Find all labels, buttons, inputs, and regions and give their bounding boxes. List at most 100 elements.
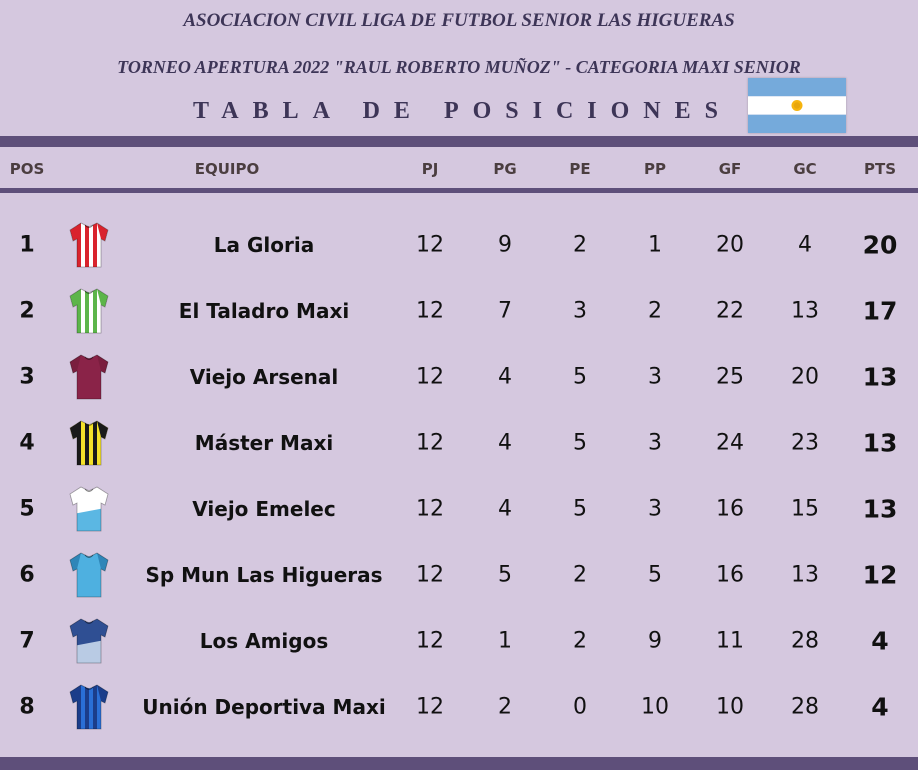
- cell-pos: 7: [19, 628, 35, 654]
- cell-pts: 13: [862, 494, 898, 524]
- cell-pj: 12: [416, 562, 444, 588]
- table-row: 8 Unión Deportiva Maxi 12 2 0 10 10 28 4: [0, 674, 918, 740]
- header-divider: [0, 188, 918, 193]
- cell-gc: 15: [791, 496, 819, 522]
- cell-gf: 10: [716, 694, 744, 720]
- cell-pp: 5: [648, 562, 662, 588]
- team-name: Los Amigos: [199, 629, 329, 653]
- blue-navy-striped-jersey-icon: [69, 684, 109, 730]
- cell-gc: 28: [791, 694, 819, 720]
- red-white-striped-jersey-icon: [69, 222, 109, 268]
- col-pj: PJ: [421, 160, 439, 178]
- cell-pos: 6: [19, 562, 35, 588]
- col-pts: PTS: [863, 160, 897, 178]
- table-row: 3 Viejo Arsenal 12 4 5 3 25 20 13: [0, 344, 918, 410]
- cell-pg: 5: [498, 562, 512, 588]
- cell-gc: 20: [791, 364, 819, 390]
- cell-pts: 12: [862, 560, 898, 590]
- association-title: ASOCIACION CIVIL LIGA DE FUTBOL SENIOR L…: [183, 10, 735, 31]
- cell-pos: 8: [19, 694, 35, 720]
- cell-pp: 2: [648, 298, 662, 324]
- cell-gc: 4: [798, 232, 812, 258]
- cell-pj: 12: [416, 496, 444, 522]
- cell-pp: 10: [641, 694, 669, 720]
- cell-gf: 22: [716, 298, 744, 324]
- cell-pj: 12: [416, 298, 444, 324]
- cell-pj: 12: [416, 694, 444, 720]
- cell-pg: 7: [498, 298, 512, 324]
- cell-pp: 3: [648, 364, 662, 390]
- team-name: La Gloria: [213, 233, 315, 257]
- cell-pp: 3: [648, 430, 662, 456]
- cell-pe: 2: [573, 628, 587, 654]
- cell-pe: 2: [573, 232, 587, 258]
- col-team: EQUIPO: [194, 160, 260, 178]
- team-name: Sp Mun Las Higueras: [145, 563, 383, 587]
- tournament-prefix: TORNEO APERTURA 2022: [117, 57, 334, 77]
- top-divider: [0, 136, 918, 147]
- cell-pe: 3: [573, 298, 587, 324]
- cell-gf: 24: [716, 430, 744, 456]
- cell-pp: 1: [648, 232, 662, 258]
- cell-pg: 2: [498, 694, 512, 720]
- col-pe: PE: [569, 160, 591, 178]
- table-row: 6 Sp Mun Las Higueras 12 5 2 5 16 13 12: [0, 542, 918, 608]
- table-row: 7 Los Amigos 12 1 2 9 11 28 4: [0, 608, 918, 674]
- cell-pj: 12: [416, 430, 444, 456]
- cell-pts: 4: [871, 626, 889, 656]
- col-pos: POS: [9, 160, 45, 178]
- cell-gf: 25: [716, 364, 744, 390]
- table-row: 4 Máster Maxi 12 4 5 3 24 23 13: [0, 410, 918, 476]
- cell-gf: 20: [716, 232, 744, 258]
- cell-pg: 4: [498, 496, 512, 522]
- table-row: 5 Viejo Emelec 12 4 5 3 16 15 13: [0, 476, 918, 542]
- table-row: 2 El Taladro Maxi 12 7 3 2 22 13 17: [0, 278, 918, 344]
- cell-gf: 16: [716, 562, 744, 588]
- team-name: Unión Deportiva Maxi: [142, 695, 386, 719]
- col-gc: GC: [793, 160, 817, 178]
- cell-pj: 12: [416, 232, 444, 258]
- cell-gf: 16: [716, 496, 744, 522]
- tournament-title: TORNEO APERTURA 2022 "RAUL ROBERTO MUÑOZ…: [0, 57, 918, 78]
- cell-gc: 13: [791, 562, 819, 588]
- cell-pts: 17: [862, 296, 898, 326]
- table-row: 1 La Gloria 12 9 2 1 20 4 20: [0, 212, 918, 278]
- green-white-striped-jersey-icon: [69, 288, 109, 334]
- cell-pp: 9: [648, 628, 662, 654]
- col-gf: GF: [718, 160, 742, 178]
- cell-pg: 4: [498, 364, 512, 390]
- cell-pts: 20: [862, 230, 898, 260]
- cell-pts: 13: [862, 428, 898, 458]
- cell-gc: 13: [791, 298, 819, 324]
- skyblue-jersey-icon: [69, 552, 109, 598]
- cell-pe: 5: [573, 364, 587, 390]
- cell-pg: 4: [498, 430, 512, 456]
- cell-pg: 9: [498, 232, 512, 258]
- yellow-black-striped-jersey-icon: [69, 420, 109, 466]
- cell-pj: 12: [416, 364, 444, 390]
- cell-pos: 4: [19, 430, 35, 456]
- team-name: Máster Maxi: [194, 431, 334, 455]
- cell-pg: 1: [498, 628, 512, 654]
- col-pg: PG: [493, 160, 517, 178]
- cell-pe: 2: [573, 562, 587, 588]
- col-pp: PP: [644, 160, 666, 178]
- cell-pts: 4: [871, 692, 889, 722]
- cell-gc: 28: [791, 628, 819, 654]
- bottom-divider: [0, 757, 918, 770]
- team-name: Viejo Emelec: [192, 497, 336, 521]
- cell-pos: 3: [19, 364, 35, 390]
- cell-pj: 12: [416, 628, 444, 654]
- team-name: El Taladro Maxi: [178, 299, 350, 323]
- tournament-name: "RAUL ROBERTO MUÑOZ": [333, 57, 561, 77]
- tournament-suffix: - CATEGORIA MAXI SENIOR: [560, 57, 801, 77]
- team-name: Viejo Arsenal: [189, 365, 339, 389]
- cell-pp: 3: [648, 496, 662, 522]
- cell-pts: 13: [862, 362, 898, 392]
- cell-pos: 5: [19, 496, 35, 522]
- cell-pos: 1: [19, 232, 35, 258]
- cell-pe: 5: [573, 496, 587, 522]
- navy-lightblue-jersey-icon: [69, 618, 109, 664]
- cell-pos: 2: [19, 298, 35, 324]
- table-title: TABLA DE POSICIONES: [193, 98, 732, 124]
